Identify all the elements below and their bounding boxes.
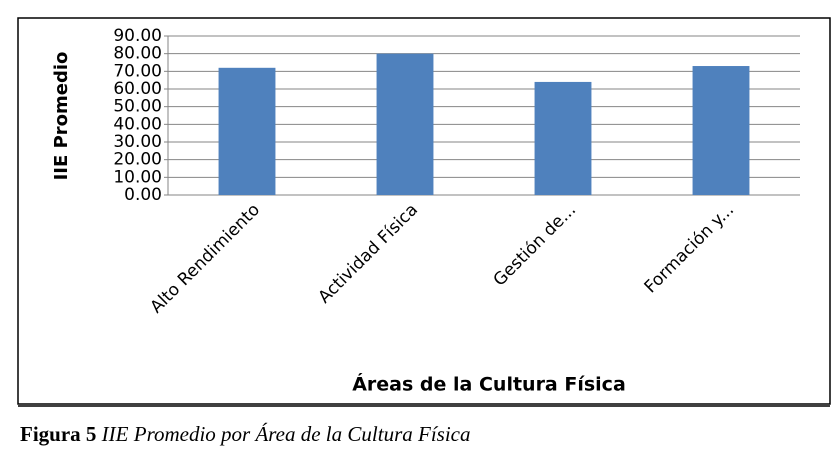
y-tick-label: 10.00 [113, 167, 162, 187]
y-tick-label: 0.00 [124, 185, 162, 205]
y-tick-label: 30.00 [113, 132, 162, 152]
x-axis-title: Áreas de la Cultura Física [352, 373, 626, 396]
y-tick-label: 20.00 [113, 150, 162, 170]
bar [692, 66, 750, 196]
y-tick-label: 70.00 [113, 61, 162, 81]
bar [218, 67, 276, 195]
y-tick-label: 40.00 [113, 114, 162, 134]
y-tick-label: 80.00 [113, 44, 162, 64]
bar [534, 81, 592, 195]
y-tick-label: 90.00 [113, 26, 162, 46]
caption: Figura 5 IIE Promedio por Área de la Cul… [20, 422, 470, 446]
caption-label: Figura 5 [20, 422, 96, 446]
caption-text: IIE Promedio por Área de la Cultura Físi… [101, 422, 471, 446]
y-tick-label: 50.00 [113, 97, 162, 117]
y-axis-title: IIE Promedio [51, 52, 72, 181]
y-tick-label: 60.00 [113, 79, 162, 99]
bar [376, 53, 434, 195]
